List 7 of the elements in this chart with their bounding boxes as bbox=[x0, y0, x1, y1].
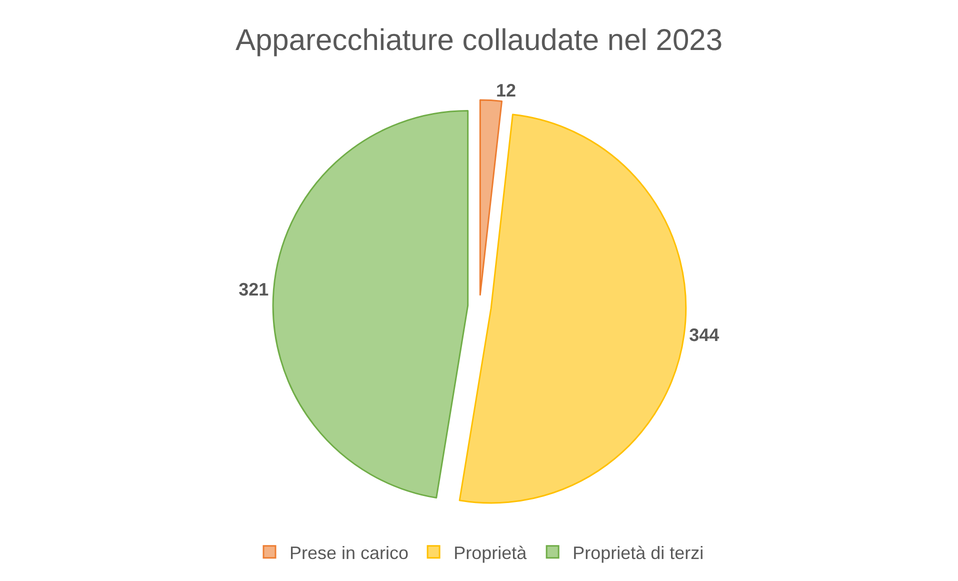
legend-label: Proprietà bbox=[454, 542, 528, 563]
chart-title: Apparecchiature collaudate nel 2023 bbox=[235, 24, 723, 58]
data-label: 344 bbox=[689, 324, 720, 345]
legend-label: Prese in carico bbox=[290, 542, 409, 563]
data-label: 12 bbox=[496, 80, 516, 100]
legend-label: Proprietà di terzi bbox=[572, 542, 704, 563]
data-label: 321 bbox=[238, 280, 269, 300]
